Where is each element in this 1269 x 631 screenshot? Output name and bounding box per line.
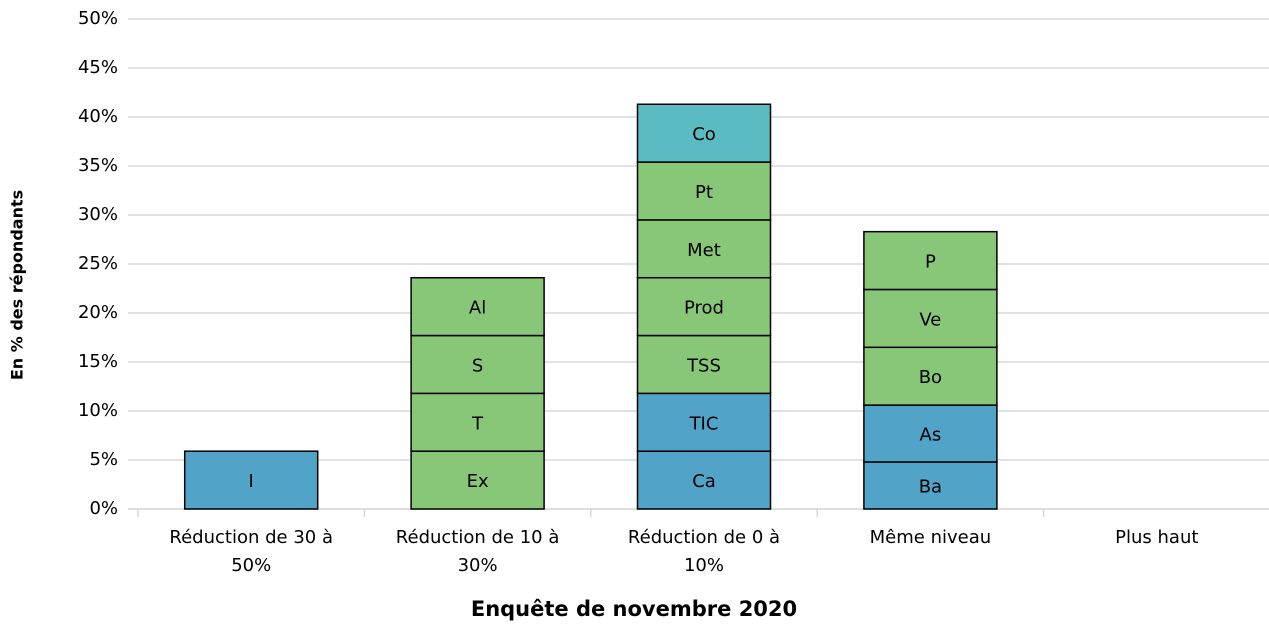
bar-segment [410, 450, 545, 510]
segment-label: Ba [919, 476, 942, 497]
x-tick-label: Plus haut [1115, 527, 1198, 548]
y-tick-label: 20% [78, 302, 118, 323]
segment-label: Prod [684, 298, 724, 319]
segment-label: TIC [689, 413, 719, 434]
segment-label: Ve [919, 309, 941, 330]
segment-label: S [472, 355, 483, 376]
segment-label: Co [692, 124, 716, 145]
bar-segment [410, 392, 545, 452]
y-tick-label: 30% [78, 204, 118, 225]
bar-segment [636, 103, 772, 163]
bar-segment [863, 461, 998, 510]
y-tick-label: 45% [78, 57, 118, 78]
segment-label: P [925, 252, 936, 273]
segment-label: Ex [467, 471, 489, 492]
x-tick-label: Réduction de 30 à 50% [169, 527, 333, 576]
segment-label: Met [687, 240, 721, 261]
bar-segment [183, 450, 319, 510]
y-tick-label: 50% [78, 8, 118, 29]
segment-label: Al [469, 298, 486, 319]
segment-label: T [471, 413, 484, 434]
x-tick-label: Réduction de 0 à 10% [628, 527, 780, 576]
segment-label: TSS [686, 355, 721, 376]
segment-label: As [920, 425, 942, 446]
bar-segment [636, 450, 772, 510]
segment-label: I [249, 471, 254, 492]
x-axis-label: Enquête de novembre 2020 [471, 597, 797, 621]
x-tick-label: Même niveau [870, 527, 992, 548]
y-tick-label: 10% [78, 400, 118, 421]
bar-segment [410, 276, 545, 337]
bar-segment [863, 230, 998, 291]
x-tick-label: Réduction de 10 à 30% [396, 527, 560, 576]
y-tick-label: 25% [78, 253, 118, 274]
segment-label: Bo [919, 367, 942, 388]
y-tick-label: 0% [89, 498, 118, 519]
bar-segment [410, 334, 545, 395]
y-axis-label: En % des répondants [8, 190, 27, 380]
bar-segment [863, 288, 998, 349]
bar-segment [863, 346, 998, 406]
bar-segment [636, 276, 772, 337]
y-tick-label: 35% [78, 155, 118, 176]
segment-label: Pt [695, 182, 713, 203]
y-tick-label: 5% [89, 449, 118, 470]
y-tick-label: 15% [78, 351, 118, 372]
bar-segment [636, 219, 772, 279]
segment-label: Ca [692, 471, 716, 492]
bar-segment [636, 334, 772, 395]
y-tick-label: 40% [78, 106, 118, 127]
bar-segment [863, 404, 998, 463]
